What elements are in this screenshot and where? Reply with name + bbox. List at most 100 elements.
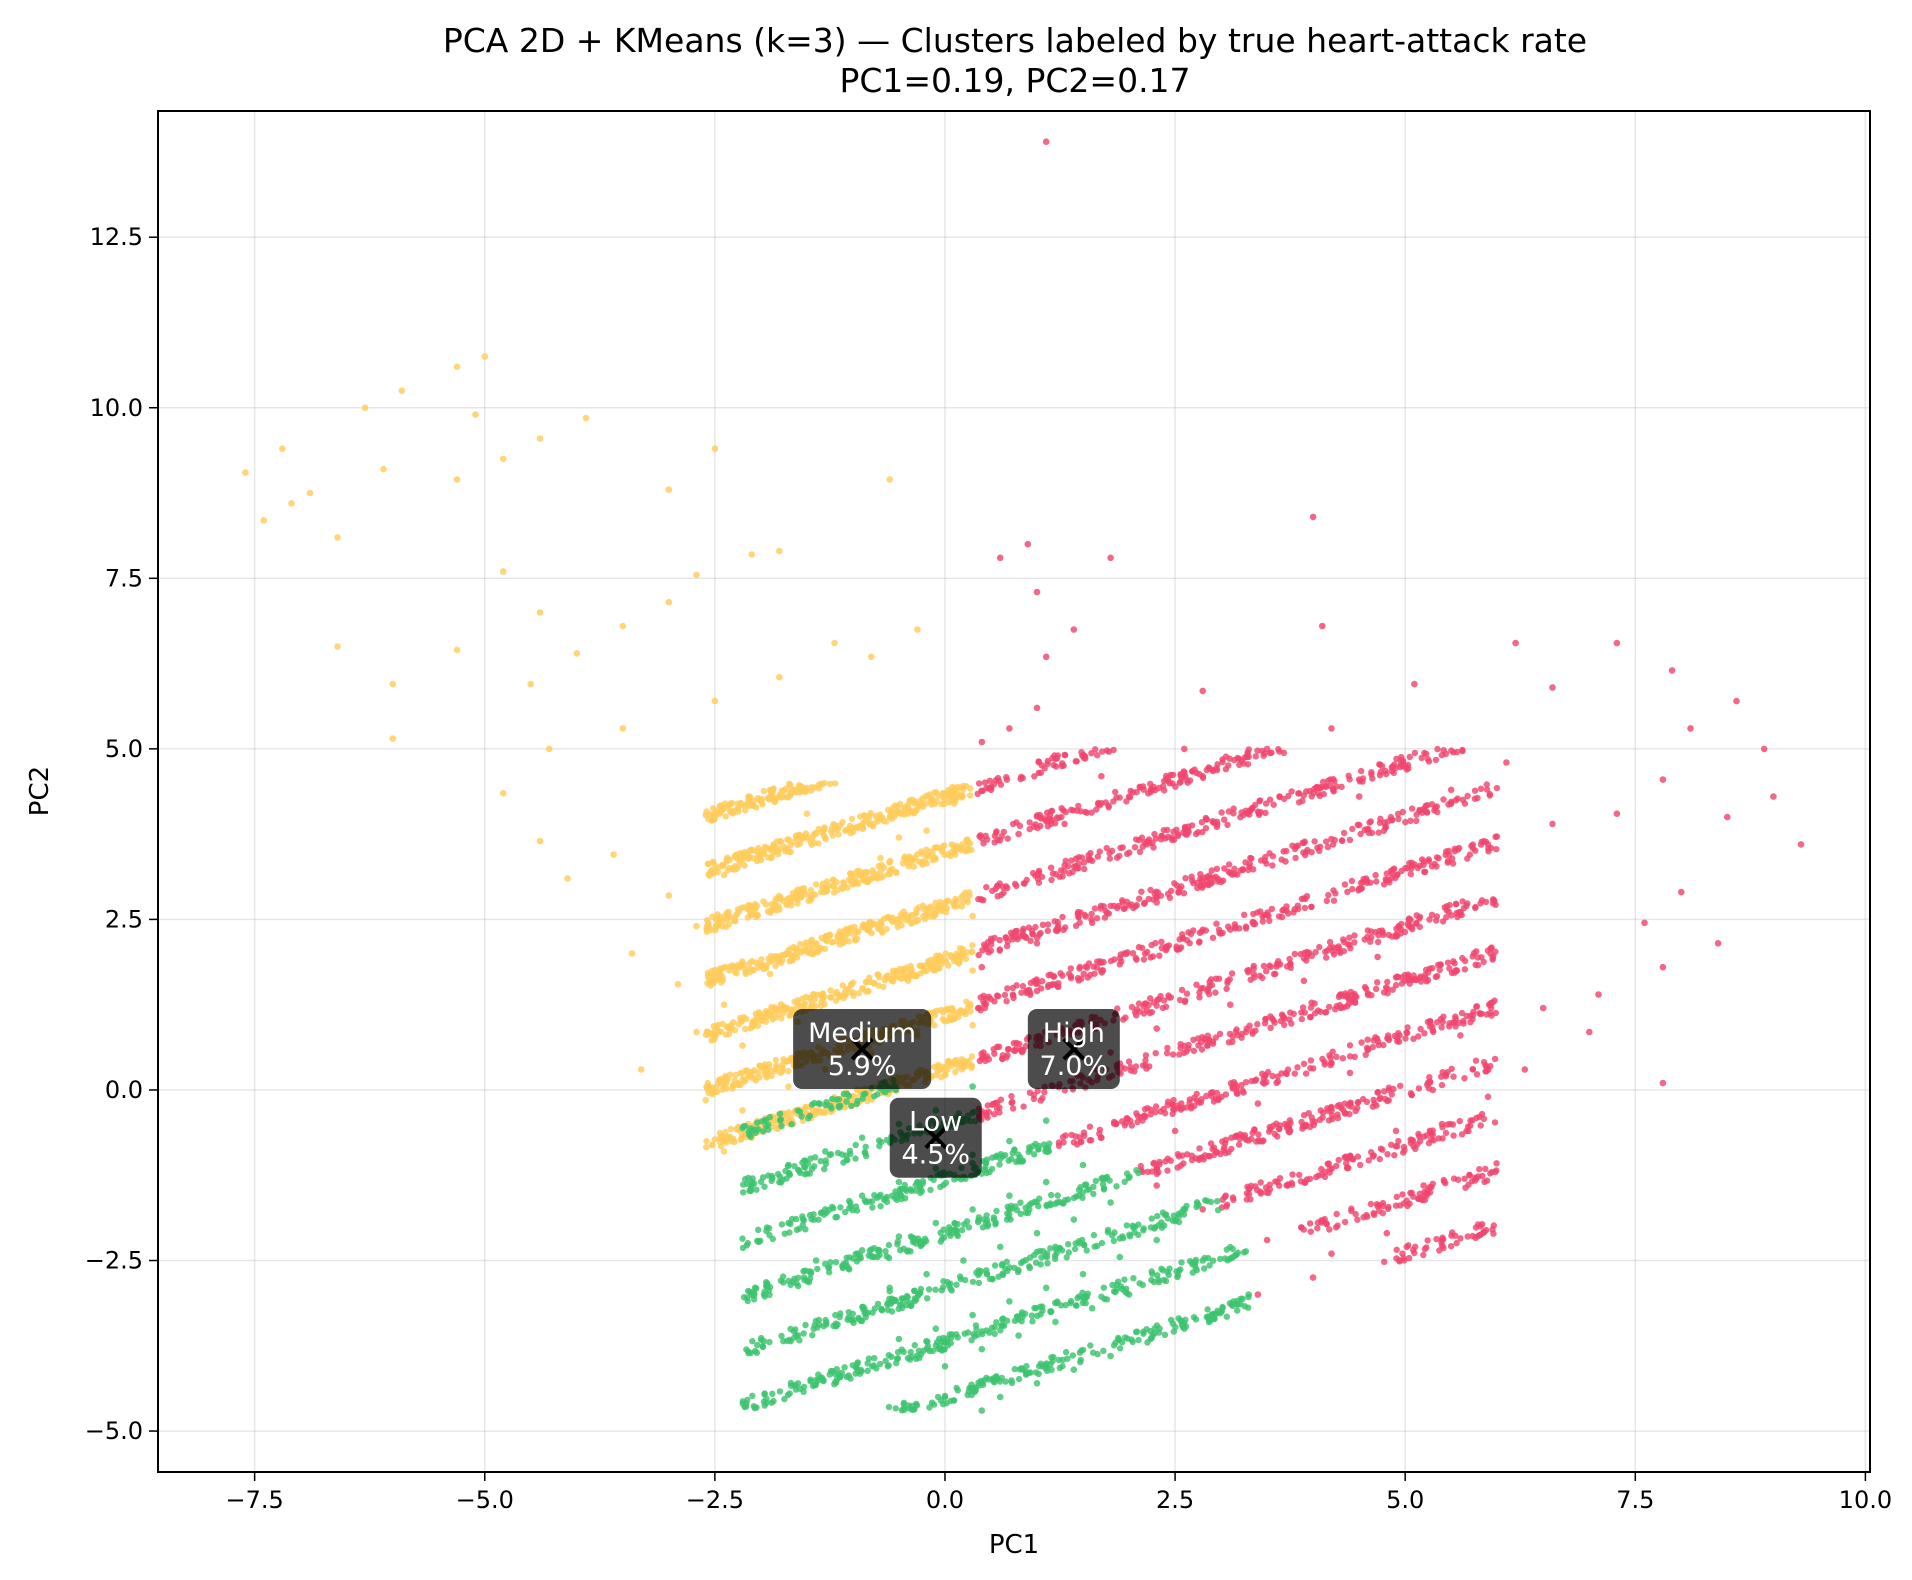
point: [811, 784, 818, 791]
point: [778, 1015, 785, 1022]
point: [1162, 1158, 1169, 1165]
point: [941, 1346, 948, 1353]
point: [1333, 1053, 1340, 1061]
point: [808, 936, 815, 943]
point: [1373, 878, 1380, 885]
point: [1155, 1276, 1162, 1284]
point: [1243, 1025, 1250, 1032]
point: [1234, 754, 1241, 762]
point: [715, 1028, 722, 1035]
point: [453, 646, 461, 654]
point: [1062, 857, 1069, 865]
point: [1082, 913, 1090, 920]
point: [923, 846, 930, 853]
point: [1099, 1181, 1107, 1188]
point: [1266, 1181, 1274, 1188]
point: [1116, 794, 1123, 801]
point: [1384, 1035, 1391, 1042]
point: [997, 781, 1005, 788]
point: [1117, 951, 1125, 958]
point: [1549, 820, 1556, 828]
point: [1464, 1123, 1472, 1130]
point: [1434, 745, 1441, 753]
point: [1464, 855, 1471, 862]
point: [1454, 1176, 1462, 1183]
point: [1442, 1129, 1450, 1137]
point: [1209, 934, 1217, 941]
point: [820, 827, 827, 834]
point: [887, 867, 894, 875]
point: [945, 799, 953, 806]
point: [1241, 911, 1248, 918]
point: [1188, 1105, 1195, 1112]
point: [1439, 1236, 1447, 1243]
point: [1020, 1103, 1027, 1110]
point: [1260, 962, 1268, 970]
point: [1459, 796, 1467, 803]
point: [739, 1107, 746, 1114]
point: [1067, 965, 1075, 972]
point: [1300, 1060, 1308, 1068]
point: [802, 993, 810, 1001]
point: [832, 1311, 839, 1319]
point: [1298, 1015, 1306, 1023]
point: [1355, 885, 1363, 892]
point: [1478, 954, 1485, 961]
point: [1029, 1318, 1036, 1325]
point: [1480, 1058, 1488, 1066]
point: [726, 1023, 734, 1031]
point: [1030, 1151, 1038, 1158]
point: [1457, 1032, 1464, 1039]
point: [582, 414, 590, 422]
point: [876, 811, 884, 818]
point: [913, 851, 921, 858]
point: [1213, 1089, 1221, 1097]
point: [1325, 1117, 1333, 1124]
point: [1181, 998, 1189, 1006]
point: [1392, 982, 1400, 989]
point: [787, 1382, 795, 1389]
point: [1382, 824, 1389, 831]
point: [1029, 930, 1036, 938]
point: [996, 946, 1003, 953]
point: [1388, 763, 1396, 771]
point: [1266, 917, 1273, 924]
point: [1210, 819, 1217, 826]
point: [1390, 865, 1398, 872]
point: [1349, 825, 1356, 833]
point: [1168, 834, 1176, 841]
point: [1376, 1095, 1383, 1103]
point: [1374, 953, 1381, 961]
point: [1158, 1224, 1166, 1231]
point: [1477, 1010, 1484, 1018]
point: [1016, 822, 1024, 829]
point: [1448, 912, 1455, 919]
point: [1114, 904, 1121, 912]
point: [1131, 1229, 1138, 1236]
point: [1298, 1224, 1305, 1231]
point: [1595, 991, 1602, 998]
point: [717, 1142, 725, 1150]
point: [1100, 958, 1107, 966]
point: [1089, 1349, 1097, 1356]
point: [1193, 981, 1200, 988]
point: [988, 1324, 996, 1332]
point: [703, 923, 711, 930]
point: [952, 1068, 959, 1076]
point: [1113, 1183, 1120, 1190]
point: [389, 735, 397, 742]
point: [1048, 1191, 1055, 1199]
point: [1194, 884, 1201, 892]
point: [1714, 940, 1722, 947]
point: [1044, 1367, 1051, 1375]
point: [1094, 752, 1101, 759]
point: [953, 958, 960, 965]
point: [1051, 918, 1058, 925]
point: [1150, 783, 1157, 791]
point: [1678, 888, 1685, 896]
point: [1145, 895, 1152, 903]
point: [993, 1319, 1000, 1326]
point: [1169, 1051, 1177, 1058]
point: [882, 1357, 889, 1365]
point: [1047, 1361, 1054, 1368]
